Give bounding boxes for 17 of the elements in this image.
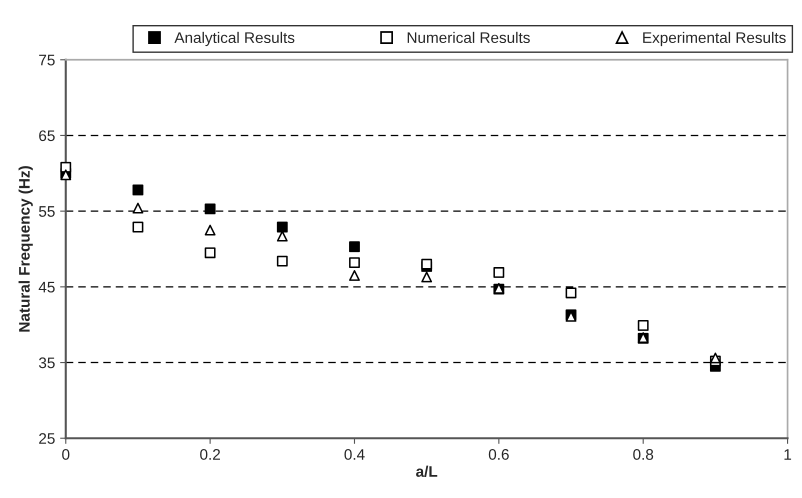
y-tick-label: 65 xyxy=(39,130,55,142)
x-axis-title: a/L xyxy=(416,466,438,478)
x-tick-label: 0.6 xyxy=(488,449,509,460)
x-tick-label: 0 xyxy=(62,449,70,460)
x-tick-label: 1 xyxy=(784,449,792,460)
legend-label: Numerical Results xyxy=(408,32,530,44)
y-tick-label: 45 xyxy=(38,282,55,293)
x-tick-label: 0.8 xyxy=(633,449,654,460)
x-tick-label: 0.4 xyxy=(344,449,365,460)
y-tick-label: 35 xyxy=(38,357,55,368)
x-tick-label: 0.2 xyxy=(200,449,220,460)
legend-label: Experimental Results xyxy=(643,32,786,46)
legend-label: Analytical Results xyxy=(174,32,294,46)
y-tick-label: 55 xyxy=(38,206,55,217)
y-axis-title: Natural Frequency (Hz) xyxy=(18,166,33,332)
y-tick-label: 25 xyxy=(39,433,55,444)
y-tick-label: 75 xyxy=(39,54,55,66)
